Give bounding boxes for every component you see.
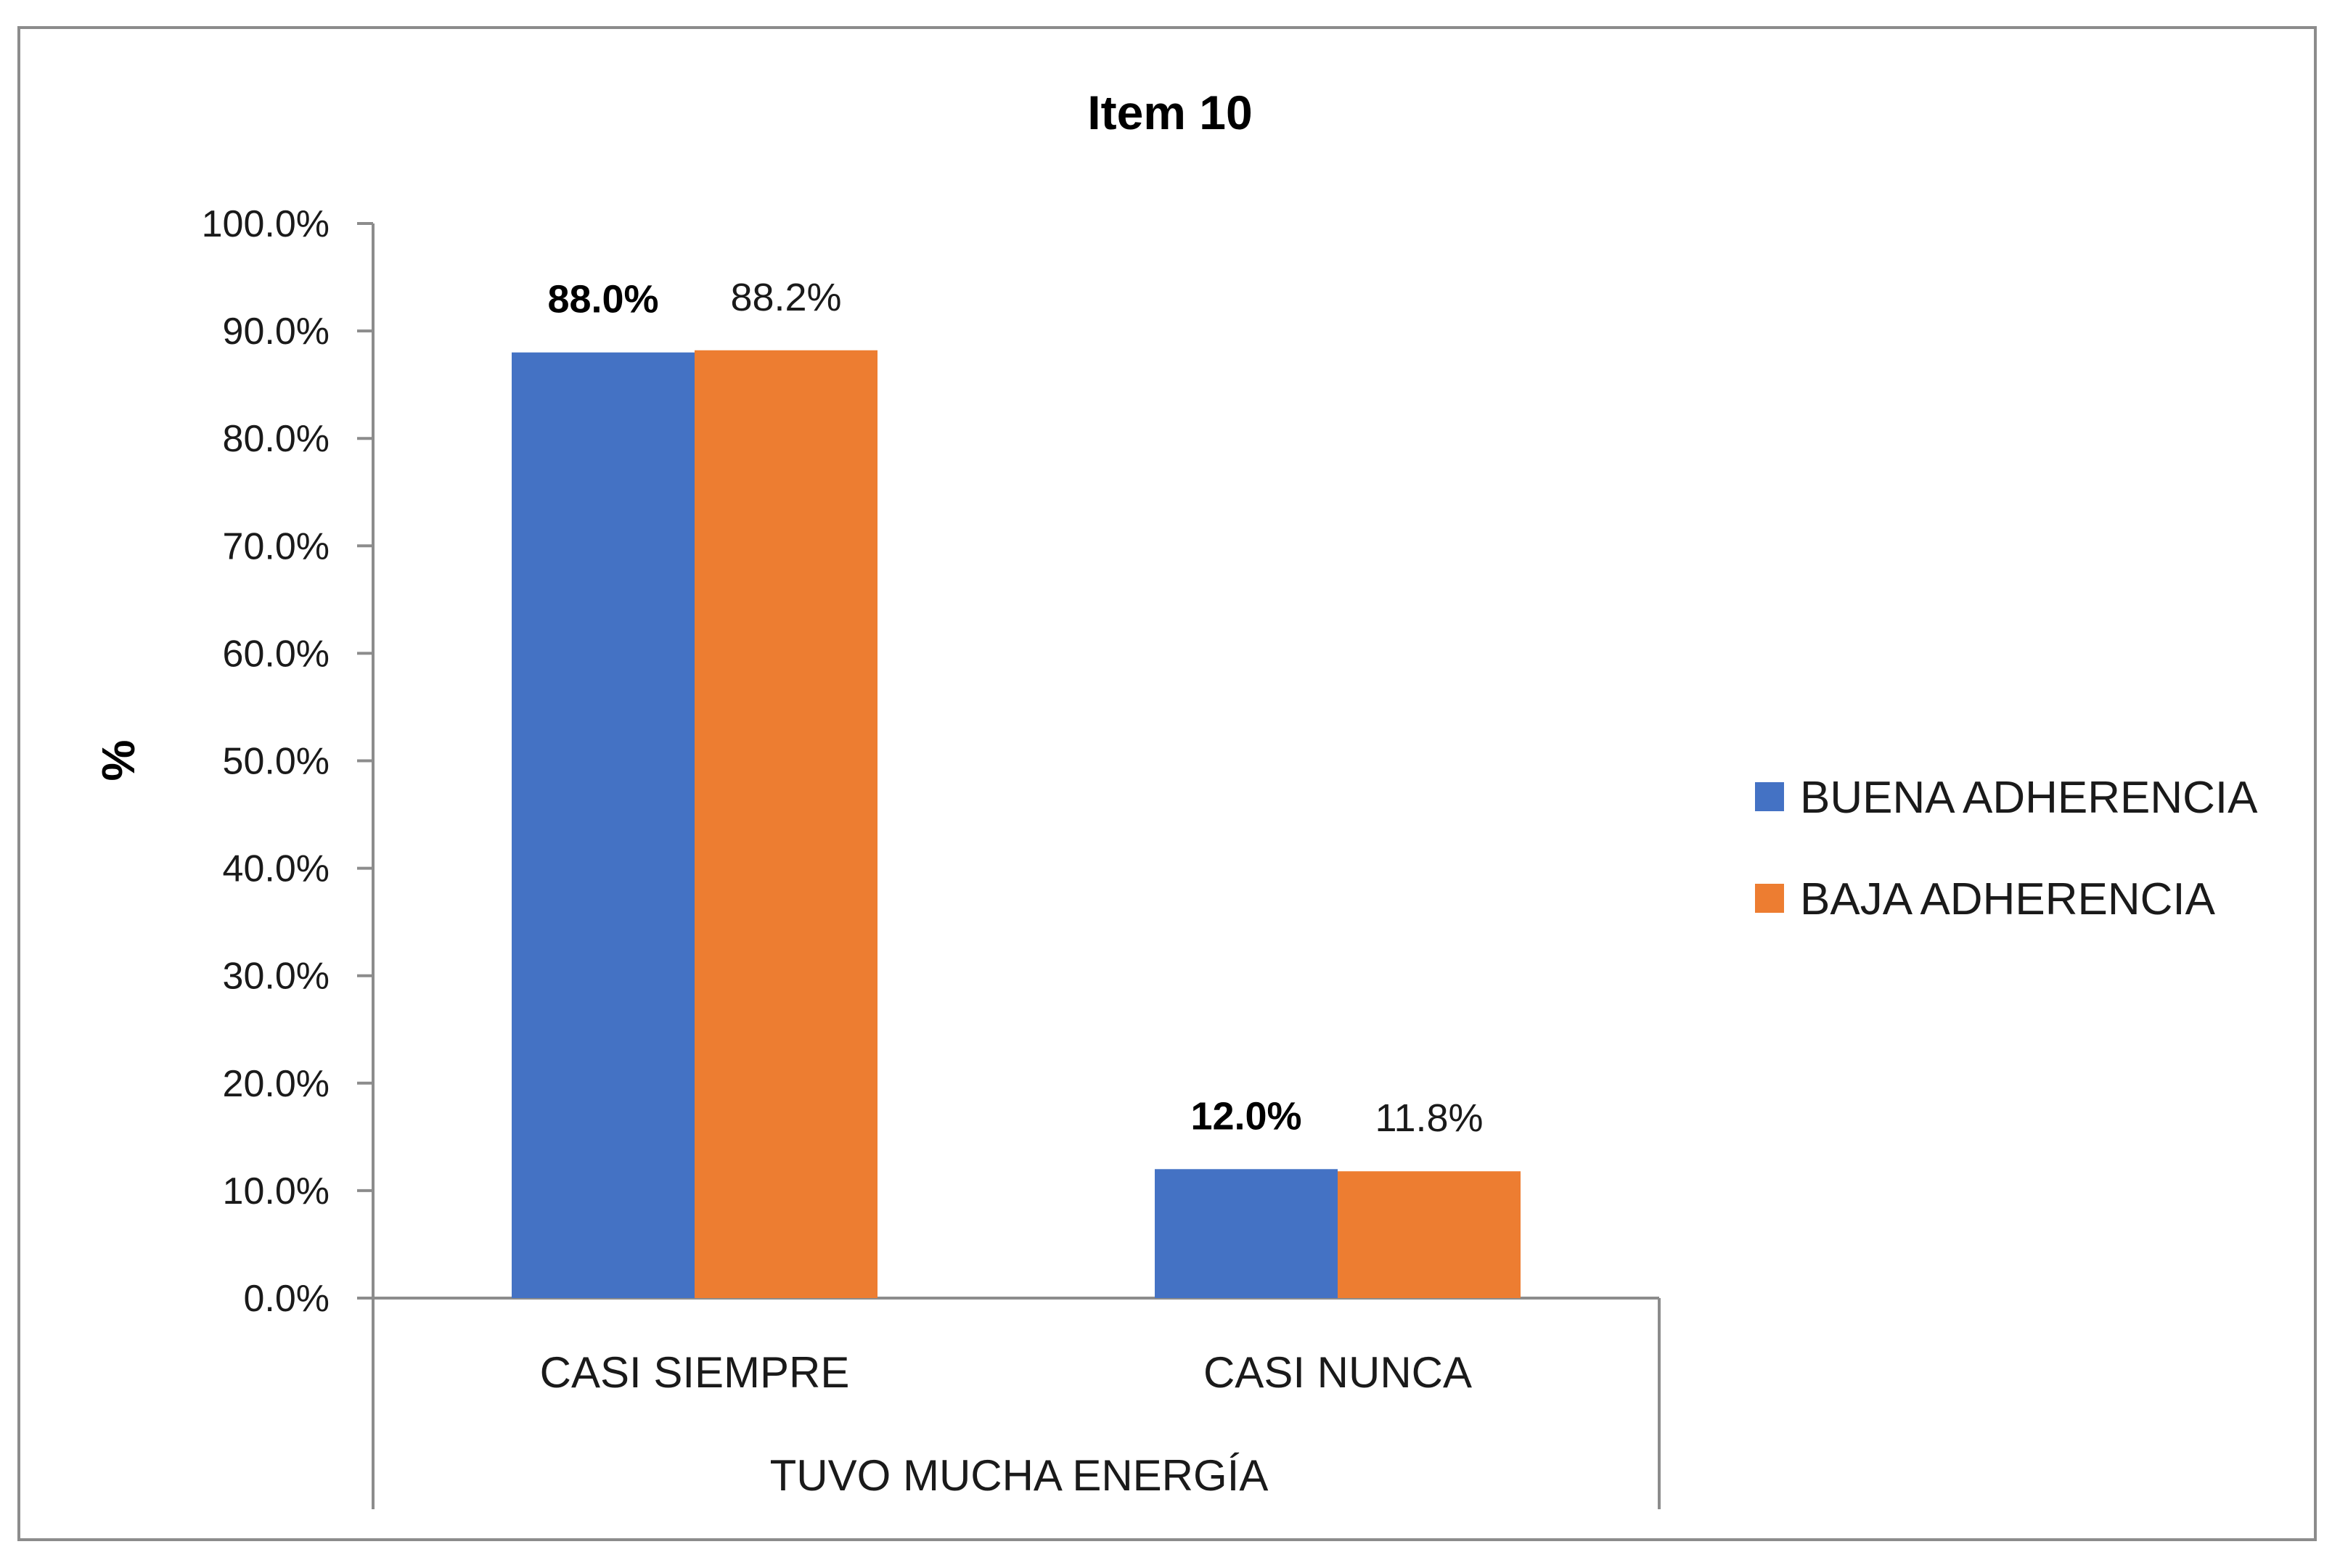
x-category-label: CASI NUNCA	[1203, 1348, 1472, 1397]
legend-swatch	[1755, 884, 1784, 913]
axes: 0.0% 10.0% 20.0% 30.0% 40.0% 50.0% 60.0% 70.0% 8…	[202, 203, 1661, 1509]
legend: BUENA ADHERENCIA BAJA ADHERENCIA	[1755, 773, 2258, 924]
x-axis-title: TUVO MUCHA ENERGÍA	[770, 1451, 1269, 1500]
bar	[1155, 1169, 1338, 1298]
y-axis-title: %	[92, 740, 144, 781]
data-label: 88.2%	[730, 276, 841, 319]
y-tick-label: 30.0%	[223, 956, 330, 998]
x-category-label: CASI SIEMPRE	[540, 1348, 850, 1397]
chart-title: Item 10	[1087, 86, 1252, 139]
y-tick-label: 20.0%	[223, 1063, 330, 1105]
bars	[512, 350, 1521, 1299]
y-tick-label: 90.0%	[223, 311, 330, 353]
bar	[1338, 1171, 1521, 1298]
data-labels: 88.0% 88.2% 12.0% 11.8%	[547, 276, 1483, 1140]
y-tick-label: 70.0%	[223, 525, 330, 567]
y-tick-label: 50.0%	[223, 741, 330, 783]
y-tick-label: 100.0%	[202, 203, 330, 245]
data-label: 12.0%	[1190, 1094, 1301, 1138]
y-tick-label: 10.0%	[223, 1170, 330, 1212]
data-label: 11.8%	[1375, 1096, 1483, 1140]
y-tick-label: 60.0%	[223, 633, 330, 675]
bar	[512, 352, 695, 1299]
bar	[695, 350, 878, 1298]
legend-label: BUENA ADHERENCIA	[1800, 773, 2258, 823]
legend-label: BAJA ADHERENCIA	[1800, 874, 2216, 924]
y-tick-label: 0.0%	[243, 1278, 330, 1320]
legend-swatch	[1755, 782, 1784, 811]
y-tick-label: 80.0%	[223, 418, 330, 460]
data-label: 88.0%	[547, 278, 658, 321]
y-tick-label: 40.0%	[223, 848, 330, 890]
